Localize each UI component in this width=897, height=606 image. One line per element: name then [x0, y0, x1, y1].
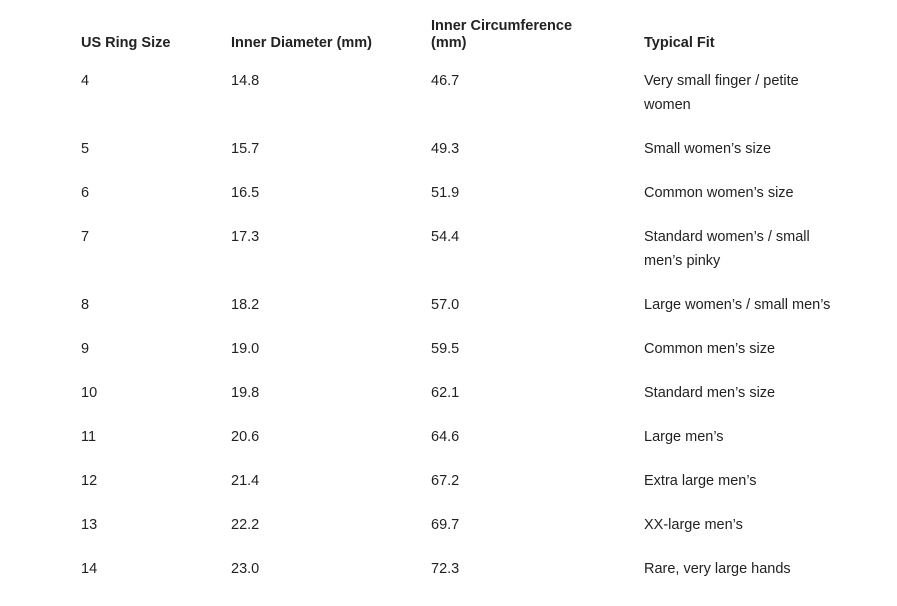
- table-cell: Common women’s size: [644, 185, 794, 201]
- table-cell: 51.9: [431, 185, 460, 201]
- table-cell: 46.7: [431, 73, 460, 89]
- table-cell: 13: [81, 517, 98, 533]
- table-cell: Standard women’s / small men’s pinky: [644, 229, 810, 269]
- table-cell: 20.6: [231, 429, 260, 445]
- table-cell: 6: [81, 185, 90, 201]
- table-cell: 16.5: [231, 185, 260, 201]
- table-row: 7 17.3 54.4 Standard women’s / small men’s …: [81, 225, 844, 293]
- table-cell: 22.2: [231, 517, 260, 533]
- table-cell: 7: [81, 229, 90, 245]
- table-cell: 9: [81, 341, 90, 357]
- table-row: 6 16.5 51.9 Common women’s size: [81, 181, 844, 225]
- table-cell: 4: [81, 73, 90, 89]
- table-cell: 19.8: [231, 385, 260, 401]
- table-cell: 11: [81, 429, 97, 445]
- table-cell: 19.0: [231, 341, 260, 357]
- table-row: 4 14.8 46.7 Very small finger / petite wome…: [81, 69, 844, 137]
- table-cell: 67.2: [431, 473, 460, 489]
- table-cell: 59.5: [431, 341, 460, 357]
- table-cell: 69.7: [431, 517, 460, 533]
- table-cell: 12: [81, 473, 98, 489]
- ring-size-table: US Ring Size Inner Diameter (mm) Inner Cir…: [81, 18, 844, 601]
- table-cell: Very small finger / petite women: [644, 73, 799, 113]
- table-row: 11 20.6 64.6 Large men’s: [81, 425, 844, 469]
- table-row: 14 23.0 72.3 Rare, very large hands: [81, 557, 844, 601]
- table-cell: 5: [81, 141, 90, 157]
- table-cell: XX-large men’s: [644, 517, 743, 533]
- table-row: 10 19.8 62.1 Standard men’s size: [81, 381, 844, 425]
- table-cell: 23.0: [231, 561, 260, 577]
- header-cell: US Ring Size: [81, 35, 171, 51]
- table-cell: 8: [81, 297, 90, 313]
- table-cell: 54.4: [431, 229, 460, 245]
- table-cell: Extra large men’s: [644, 473, 757, 489]
- table-row: 8 18.2 57.0 Large women’s / small men’s: [81, 293, 844, 337]
- header-cell: Inner Circumference (mm): [431, 18, 573, 51]
- table-cell: Large men’s: [644, 429, 724, 445]
- header-cell: Typical Fit: [644, 35, 715, 51]
- table-cell: 64.6: [431, 429, 460, 445]
- header-cell: Inner Diameter (mm): [231, 35, 373, 51]
- table-cell: 21.4: [231, 473, 260, 489]
- table-cell: 15.7: [231, 141, 260, 157]
- table-cell: Small women’s size: [644, 141, 772, 157]
- table-cell: 62.1: [431, 385, 460, 401]
- table-row: 5 15.7 49.3 Small women’s size: [81, 137, 844, 181]
- table-cell: 14.8: [231, 73, 260, 89]
- table-cell: 10: [81, 385, 98, 401]
- table-row: 13 22.2 69.7 XX-large men’s: [81, 513, 844, 557]
- table-cell: 57.0: [431, 297, 460, 313]
- table-cell: Rare, very large hands: [644, 561, 791, 577]
- table-cell: Common men’s size: [644, 341, 776, 357]
- table-cell: 14: [81, 561, 98, 577]
- table-cell: 17.3: [231, 229, 260, 245]
- table-cell: Large women’s / small men’s: [644, 297, 831, 313]
- header-row: US Ring Size Inner Diameter (mm) Inner Cir…: [81, 18, 844, 52]
- table-cell: 49.3: [431, 141, 460, 157]
- table-cell: Standard men’s size: [644, 385, 776, 401]
- table-row: 12 21.4 67.2 Extra large men’s: [81, 469, 844, 513]
- table-row: 9 19.0 59.5 Common men’s size: [81, 337, 844, 381]
- table-cell: 72.3: [431, 561, 460, 577]
- table-cell: 18.2: [231, 297, 260, 313]
